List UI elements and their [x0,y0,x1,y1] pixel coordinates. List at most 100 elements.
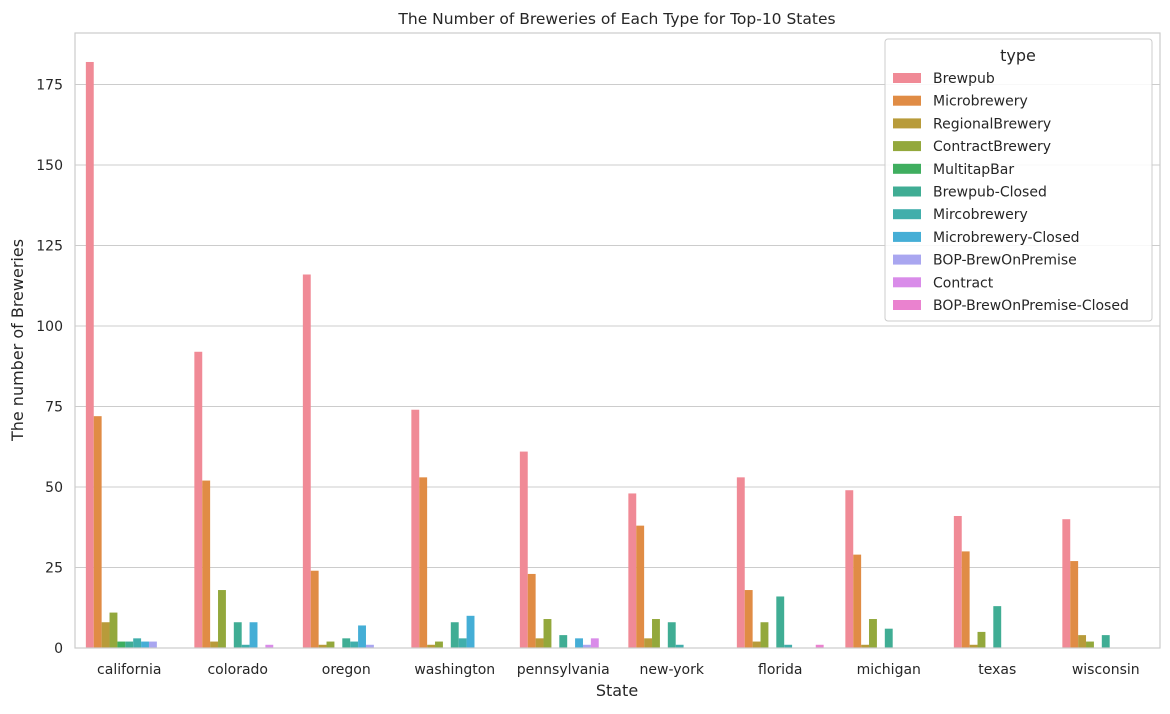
y-tick-label: 100 [36,319,63,335]
x-axis-ticks: california colorado oregon washington pennsy… [97,662,1140,678]
bar-mircobrewery-colorado [241,644,250,648]
bar-microbrewery-pennsylvania [527,573,536,648]
bar-mircobrewery-florida [784,644,793,648]
bar-brewpub-closed-colorado [233,622,242,648]
bar-microbrewery-closed-washington [466,615,475,648]
bar-brewpub-washington [411,409,420,648]
y-tick-label: 50 [45,480,63,496]
bar-regionalbrewery-oregon [318,644,327,648]
bar-brewpub-wisconsin [1062,519,1071,648]
legend-label: Contract [933,275,994,291]
bar-brewpub-oregon [302,274,311,648]
legend-label: Brewpub [933,71,995,87]
bar-mircobrewery-new-york [675,644,684,648]
x-tick-label: pennsylvania [517,662,610,678]
bar-microbrewery-closed-colorado [249,622,258,648]
bar-mircobrewery-california [133,638,142,648]
bar-brewpub-closed-florida [776,596,785,648]
y-tick-label: 175 [36,78,63,94]
legend-box [884,38,1153,322]
bar-bop-brewonpremise-pennsylvania [582,644,591,648]
bar-brewpub-florida [736,477,745,648]
bar-microbrewery-texas [961,551,970,648]
bar-bop-brewonpremise-closed-florida [815,644,824,648]
bar-regionalbrewery-michigan [861,644,870,648]
bar-bop-brewonpremise-oregon [365,644,374,648]
bar-contractbrewery-new-york [652,619,660,648]
bar-brewpub-california [85,61,94,648]
legend: type Brewpub Microbrewery RegionalBrewery C… [884,38,1153,322]
bar-contractbrewery-pennsylvania [543,619,552,648]
y-tick-label: 150 [36,158,63,174]
bar-microbrewery-oregon [310,570,319,648]
y-tick-label: 0 [54,641,63,657]
y-axis-title: The number of Breweries [8,239,27,442]
bar-regionalbrewery-new-york [644,638,653,648]
x-tick-label: new-york [640,662,705,678]
legend-label: MultitapBar [933,162,1014,178]
bar-regionalbrewery-colorado [210,641,219,648]
plot-frame [74,32,1161,649]
bar-microbrewery-florida [744,590,753,648]
legend-swatch [893,277,921,288]
bar-microbrewery-closed-california [141,641,149,648]
x-tick-label: oregon [322,662,371,678]
bar-brewpub-closed-wisconsin [1101,635,1110,648]
legend-label: BOP-BrewOnPremise-Closed [933,298,1129,314]
y-axis-ticks: 0 25 50 75 100 125 150 175 [36,78,63,657]
legend-swatch [893,300,921,310]
bar-brewpub-closed-oregon [342,638,351,648]
bar-regionalbrewery-washington [427,644,436,648]
bar-brewpub-closed-california [125,641,134,648]
x-tick-label: washington [414,662,495,678]
bar-contractbrewery-washington [435,641,443,648]
bar-brewpub-closed-washington [450,622,459,648]
bar-brewpub-michigan [845,490,854,648]
legend-swatch [893,163,921,174]
bar-microbrewery-closed-oregon [358,625,366,648]
bar-contractbrewery-texas [977,631,986,648]
plot-border [74,32,1161,649]
bar-mircobrewery-washington [458,638,467,648]
bar-brewpub-texas [953,515,962,648]
bar-brewpub-closed-texas [993,606,1002,648]
bar-brewpub-closed-michigan [884,628,893,648]
bar-regionalbrewery-florida [752,641,761,648]
bar-microbrewery-wisconsin [1070,561,1079,648]
bar-brewpub-closed-new-york [667,622,676,648]
legend-swatch [893,231,921,242]
legend-label: Mircobrewery [933,207,1028,223]
bar-contractbrewery-michigan [869,619,877,648]
bar-brewpub-closed-pennsylvania [559,635,568,648]
bar-brewpub-pennsylvania [519,451,528,648]
x-tick-label: florida [758,662,803,678]
bar-microbrewery-washington [419,477,428,648]
legend-swatch [893,95,921,106]
y-tick-label: 75 [45,400,63,416]
legend-swatch [893,73,921,83]
bar-multitapbar-california [117,641,126,648]
bar-contractbrewery-colorado [218,590,226,648]
bar-brewpub-colorado [194,351,203,648]
legend-swatch [893,141,921,152]
bar-microbrewery-new-york [636,525,645,648]
bar-contractbrewery-oregon [326,641,335,648]
x-axis-title: State [596,681,638,700]
bar-contractbrewery-florida [760,622,769,648]
legend-swatch [893,209,921,220]
bar-contractbrewery-wisconsin [1086,641,1094,648]
bar-microbrewery-closed-pennsylvania [575,638,583,648]
bar-regionalbrewery-pennsylvania [535,638,544,648]
bar-contractbrewery-california [109,612,118,648]
bar-regionalbrewery-wisconsin [1078,635,1087,648]
bar-regionalbrewery-california [101,622,110,648]
legend-swatch [893,118,921,129]
legend-title: type [1000,46,1036,65]
bar-regionalbrewery-texas [969,644,978,648]
x-tick-label: california [97,662,161,678]
bar-contract-colorado [265,644,274,648]
legend-items: Brewpub Microbrewery RegionalBrewery Contra… [893,71,1129,314]
bar-microbrewery-michigan [853,554,862,648]
legend-label: BOP-BrewOnPremise [933,253,1077,269]
